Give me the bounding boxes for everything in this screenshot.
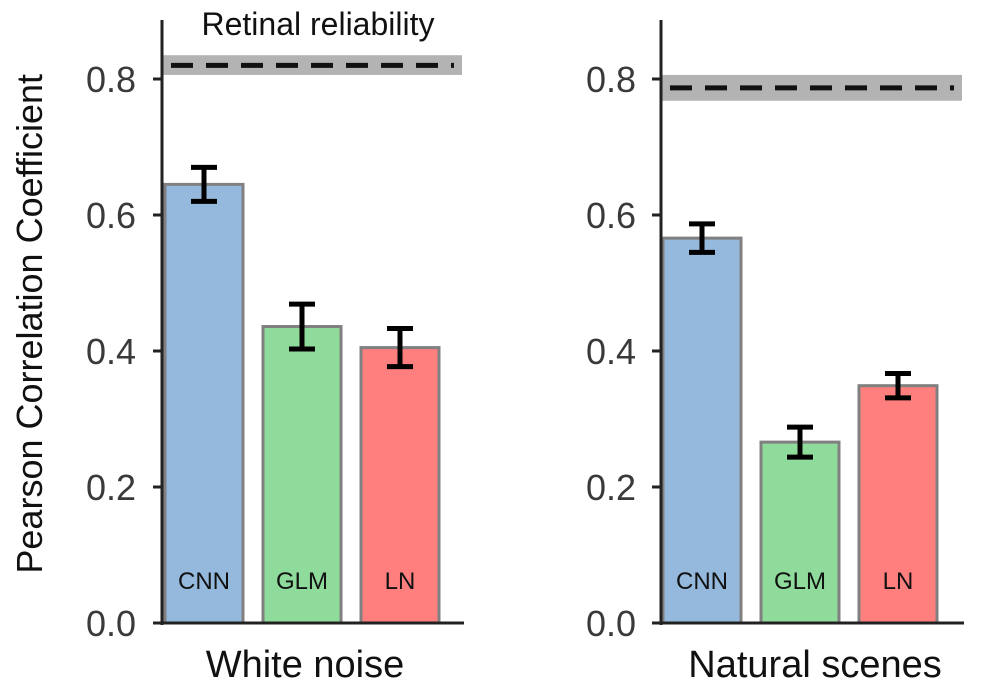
- panel-1-y-tick-label: 0.4: [86, 331, 136, 372]
- panel-2-y-tick-label: 0.0: [586, 603, 636, 644]
- panel-1-bar-label-glm: GLM: [276, 568, 328, 595]
- panel-1-y-tick-label: 0.0: [86, 603, 136, 644]
- panel-1-bar-glm: [261, 325, 343, 625]
- panel-2-bar-glm: [759, 440, 841, 625]
- panel-2-y-tick-label: 0.4: [586, 331, 636, 372]
- panel-1-x-axis-label: White noise: [206, 644, 405, 686]
- panel-2-y-tick-label: 0.2: [586, 467, 636, 508]
- reliability-label: Retinal reliability: [202, 6, 435, 42]
- panel-2-x-axis-label: Natural scenes: [688, 644, 941, 686]
- panel-2-bar-label-cnn: CNN: [676, 568, 728, 595]
- panel-2-bar-cnn: [661, 236, 743, 625]
- panel-1-bar-label-ln: LN: [385, 568, 416, 595]
- panel-1-bar-cnn: [163, 182, 245, 625]
- y-axis-label: Pearson Correlation Coefficient: [9, 74, 50, 574]
- panel-2-y-tick-label: 0.8: [586, 59, 636, 100]
- panel-1-y-tick-label: 0.6: [86, 195, 136, 236]
- panel-1-bar-label-cnn: CNN: [178, 568, 230, 595]
- panel-2-y-tick-label: 0.6: [586, 195, 636, 236]
- panel-1-y-tick-label: 0.8: [86, 59, 136, 100]
- panel-2-bar-label-glm: GLM: [774, 568, 826, 595]
- panel-2-bar-label-ln: LN: [883, 568, 914, 595]
- panel-1-y-tick-label: 0.2: [86, 467, 136, 508]
